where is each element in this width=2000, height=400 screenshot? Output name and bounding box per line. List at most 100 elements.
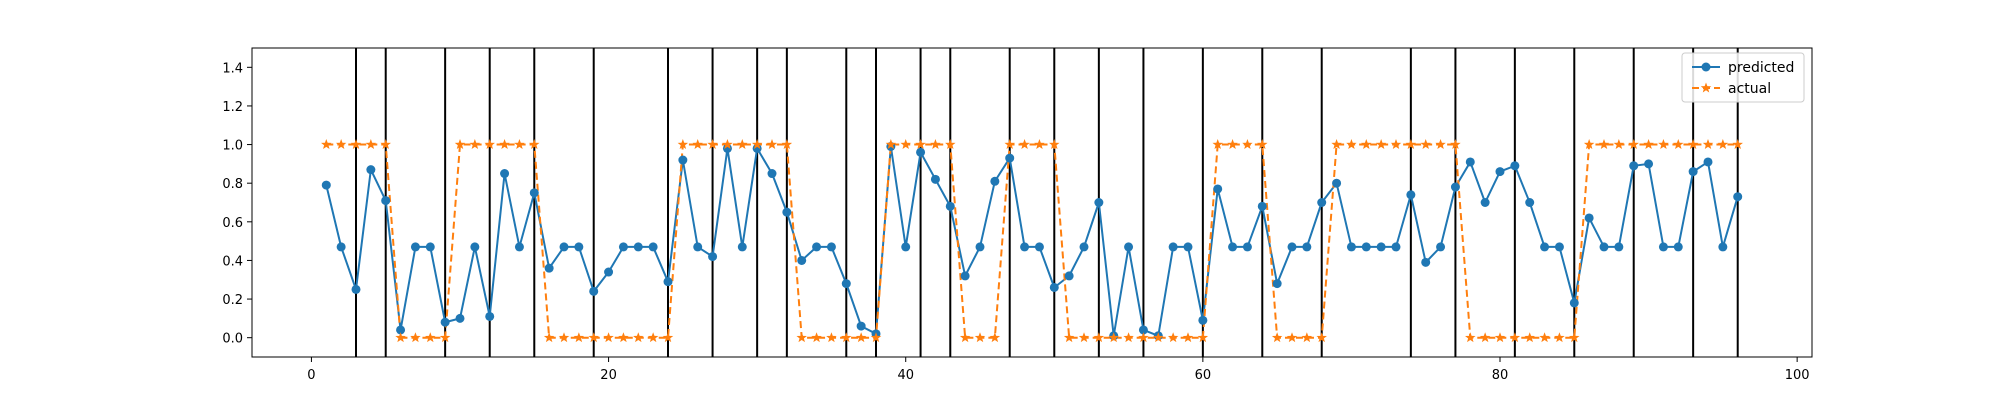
- legend-label-actual: actual: [1728, 81, 1771, 97]
- data-point-predicted: [1540, 242, 1550, 252]
- data-point-actual: [707, 139, 718, 150]
- data-point-predicted: [410, 242, 420, 252]
- data-point-actual: [1212, 139, 1223, 150]
- data-point-actual: [588, 332, 599, 343]
- data-point-predicted: [485, 311, 495, 321]
- data-point-actual: [647, 332, 659, 343]
- data-point-predicted: [1376, 242, 1386, 252]
- data-point-actual: [410, 332, 421, 343]
- data-point-predicted: [1465, 157, 1475, 167]
- data-point-actual: [692, 139, 703, 150]
- data-point-predicted: [1094, 198, 1104, 207]
- plot-frame: [251, 47, 1813, 358]
- y-tick-label: 1.4: [222, 61, 243, 76]
- data-point-actual: [1138, 332, 1149, 343]
- data-point-actual: [1509, 332, 1521, 343]
- x-tick-label: 100: [1785, 368, 1810, 383]
- data-point-predicted: [1183, 242, 1193, 252]
- data-point-predicted: [1168, 242, 1178, 252]
- data-point-actual: [1420, 139, 1431, 150]
- data-point-predicted: [990, 176, 1000, 186]
- data-point-actual: [796, 332, 807, 343]
- data-point-actual: [633, 332, 644, 343]
- data-point-actual: [1286, 332, 1298, 343]
- data-point-actual: [1361, 139, 1372, 150]
- data-point-predicted: [1228, 242, 1238, 252]
- data-point-predicted: [1450, 182, 1460, 192]
- y-tick-label: 1.0: [222, 139, 243, 154]
- data-point-predicted: [425, 242, 435, 252]
- data-point-actual: [1450, 139, 1461, 150]
- data-point-predicted: [1287, 242, 1297, 252]
- data-point-predicted: [351, 284, 361, 294]
- data-point-actual: [335, 139, 347, 150]
- data-point-actual: [781, 139, 793, 150]
- data-point-actual: [1479, 332, 1491, 343]
- data-point-predicted: [782, 207, 792, 217]
- data-point-predicted: [559, 242, 569, 252]
- data-point-actual: [1375, 139, 1387, 150]
- data-point-actual: [1435, 139, 1446, 150]
- data-point-actual: [1405, 139, 1417, 150]
- data-point-actual: [662, 332, 674, 343]
- legend: predicted actual: [1681, 52, 1805, 103]
- data-point-predicted: [440, 317, 450, 327]
- data-point-predicted: [1510, 161, 1520, 171]
- data-point-predicted: [1332, 178, 1342, 188]
- data-point-predicted: [589, 286, 599, 296]
- y-tick-label: 0.4: [222, 254, 243, 269]
- data-point-predicted: [1406, 190, 1416, 200]
- data-point-actual: [811, 332, 822, 343]
- data-point-predicted: [514, 242, 524, 252]
- data-point-actual: [1257, 139, 1268, 150]
- data-point-actual: [870, 332, 882, 343]
- data-point-predicted: [604, 267, 614, 277]
- data-point-predicted: [797, 255, 807, 265]
- data-point-actual: [543, 332, 555, 343]
- data-point-actual: [826, 332, 837, 343]
- data-point-predicted: [1718, 242, 1728, 252]
- data-point-predicted: [1302, 242, 1312, 252]
- data-point-predicted: [693, 242, 703, 252]
- data-point-actual: [1687, 139, 1699, 150]
- data-point-actual: [350, 139, 362, 150]
- data-point-predicted: [767, 169, 777, 179]
- data-point-actual: [1034, 139, 1045, 150]
- data-point-predicted: [633, 242, 643, 252]
- x-tick-label: 40: [897, 368, 914, 383]
- data-point-actual: [1197, 332, 1209, 343]
- data-point-actual: [1524, 332, 1535, 343]
- data-point-predicted: [901, 242, 911, 252]
- data-point-predicted: [1436, 242, 1446, 252]
- data-point-predicted: [1525, 198, 1535, 207]
- data-point-actual: [1153, 332, 1164, 343]
- data-point-actual: [439, 332, 451, 343]
- data-point-actual: [573, 332, 585, 343]
- data-point-predicted: [1257, 201, 1267, 211]
- data-point-actual: [395, 332, 406, 343]
- data-point-actual: [380, 139, 391, 150]
- x-tick-label: 60: [1195, 368, 1212, 383]
- data-point-actual: [1123, 332, 1134, 343]
- data-point-actual: [1613, 139, 1625, 150]
- data-point-predicted: [1064, 271, 1074, 281]
- data-point-actual: [469, 139, 481, 150]
- data-point-predicted: [737, 242, 747, 252]
- data-point-predicted: [618, 242, 628, 252]
- data-point-actual: [974, 332, 986, 343]
- data-point-predicted: [678, 155, 688, 165]
- data-point-actual: [1598, 139, 1610, 150]
- data-point-predicted: [841, 279, 851, 289]
- data-point-actual: [737, 139, 748, 150]
- data-point-predicted: [1673, 242, 1683, 252]
- data-point-predicted: [1391, 242, 1401, 252]
- data-point-predicted: [1658, 242, 1668, 252]
- data-point-predicted: [1138, 325, 1148, 335]
- data-point-predicted: [930, 174, 940, 184]
- data-point-actual: [1643, 139, 1654, 150]
- data-point-actual: [425, 332, 436, 343]
- data-point-actual: [1316, 332, 1327, 343]
- data-point-actual: [603, 332, 614, 343]
- data-point-actual: [677, 139, 689, 150]
